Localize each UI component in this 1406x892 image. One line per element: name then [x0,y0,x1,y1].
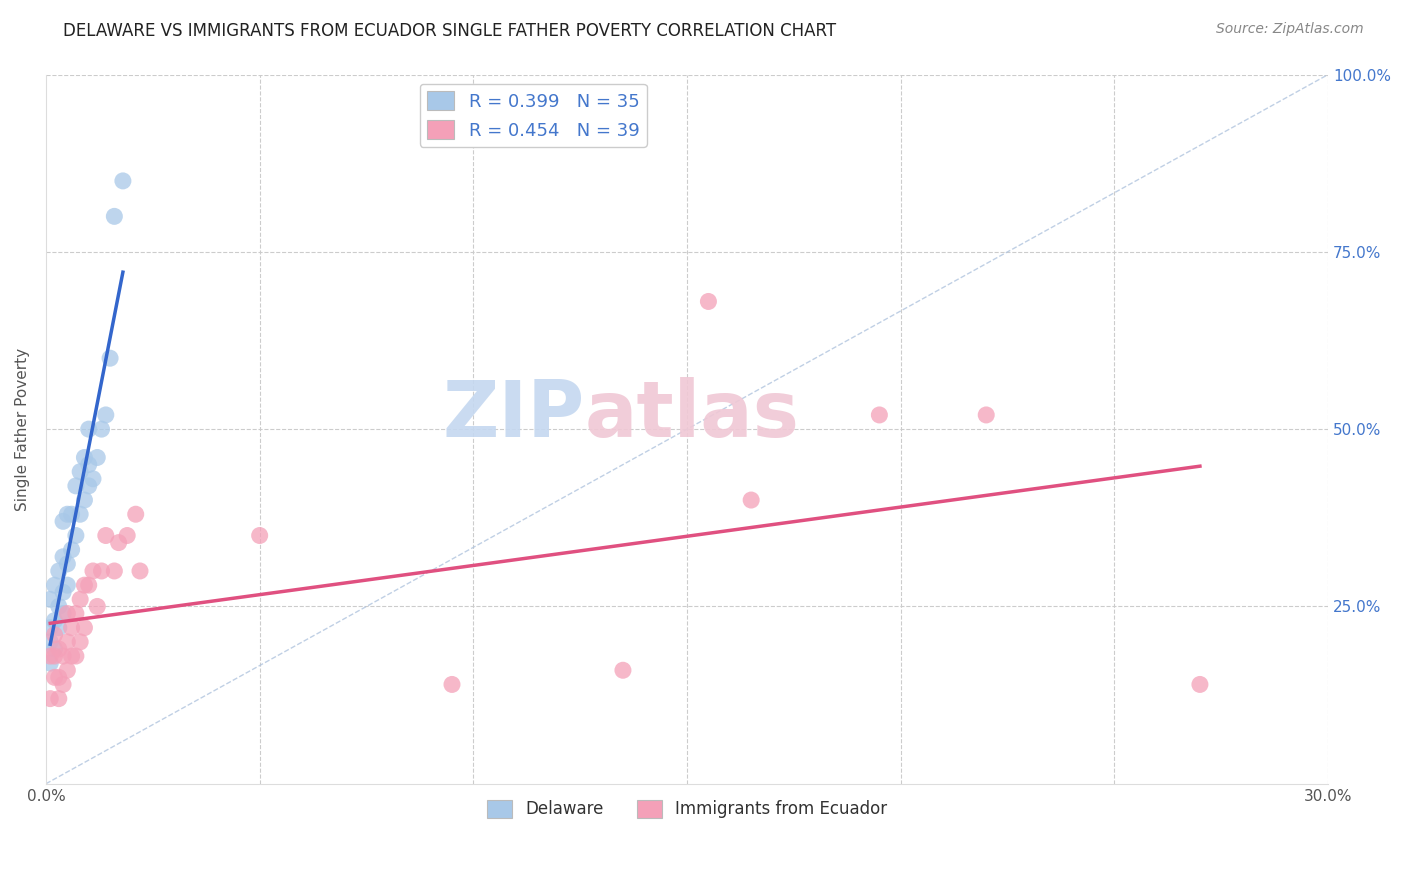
Point [73,578,96,592]
Point [56,607,79,621]
Point [48,599,70,614]
Point [60,542,83,557]
Point [868,408,890,422]
Text: DELAWARE VS IMMIGRANTS FROM ECUADOR SINGLE FATHER POVERTY CORRELATION CHART: DELAWARE VS IMMIGRANTS FROM ECUADOR SING… [63,22,837,40]
Point [39,649,62,664]
Point [115,528,138,542]
Point [82,472,104,486]
Point [60,507,83,521]
Point [249,528,271,542]
Point [69,592,91,607]
Point [103,564,125,578]
Point [56,557,79,571]
Point [65,528,87,542]
Point [44,642,66,657]
Point [82,564,104,578]
Point [440,677,463,691]
Point [39,691,62,706]
Point [44,649,66,664]
Point [69,465,91,479]
Point [56,507,79,521]
Point [94,528,117,542]
Point [52,607,75,621]
Point [39,635,62,649]
Point [90,422,112,436]
Point [111,174,134,188]
Point [86,599,108,614]
Point [44,578,66,592]
Point [52,549,75,564]
Text: ZIP: ZIP [443,377,585,453]
Point [56,635,79,649]
Point [60,649,83,664]
Point [86,450,108,465]
Point [65,649,87,664]
Point [697,294,720,309]
Point [125,507,148,521]
Point [1188,677,1211,691]
Point [48,564,70,578]
Point [98,351,121,366]
Point [974,408,997,422]
Point [94,408,117,422]
Point [73,621,96,635]
Point [39,656,62,670]
Point [73,450,96,465]
Point [48,691,70,706]
Legend: Delaware, Immigrants from Ecuador: Delaware, Immigrants from Ecuador [479,793,894,825]
Point [44,670,66,684]
Point [65,607,87,621]
Point [129,564,152,578]
Point [48,670,70,684]
Point [52,677,75,691]
Point [52,514,75,528]
Point [65,479,87,493]
Point [90,564,112,578]
Point [60,621,83,635]
Point [77,479,100,493]
Point [44,614,66,628]
Text: Source: ZipAtlas.com: Source: ZipAtlas.com [1216,22,1364,37]
Point [52,649,75,664]
Text: atlas: atlas [585,377,800,453]
Point [48,642,70,657]
Point [107,535,129,549]
Point [69,635,91,649]
Point [69,507,91,521]
Point [39,621,62,635]
Point [56,578,79,592]
Point [56,663,79,677]
Point [48,621,70,635]
Point [103,210,125,224]
Point [73,493,96,508]
Point [44,628,66,642]
Point [77,458,100,472]
Point [612,663,634,677]
Point [52,585,75,599]
Point [39,592,62,607]
Y-axis label: Single Father Poverty: Single Father Poverty [15,348,30,511]
Point [77,578,100,592]
Point [740,493,762,508]
Point [77,422,100,436]
